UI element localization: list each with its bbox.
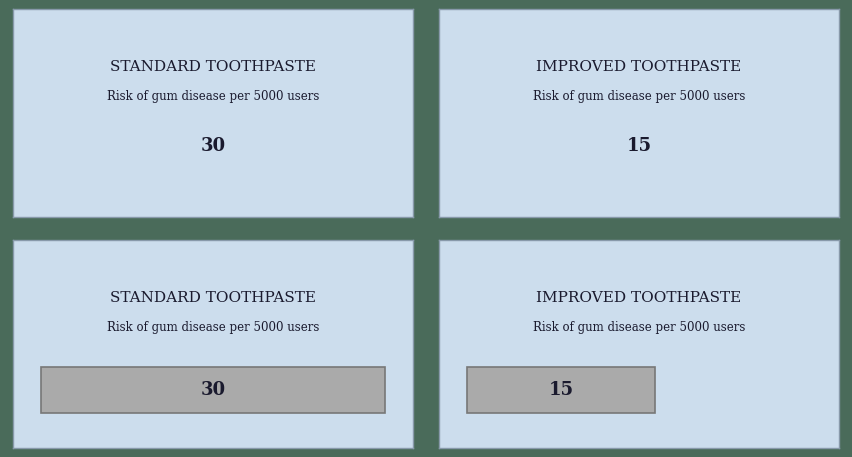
Text: Risk of gum disease per 5000 users: Risk of gum disease per 5000 users bbox=[106, 90, 320, 103]
Text: Risk of gum disease per 5000 users: Risk of gum disease per 5000 users bbox=[532, 321, 746, 334]
Text: 15: 15 bbox=[549, 381, 573, 399]
Text: 30: 30 bbox=[200, 138, 226, 155]
Text: Risk of gum disease per 5000 users: Risk of gum disease per 5000 users bbox=[106, 321, 320, 334]
Text: 30: 30 bbox=[200, 381, 226, 399]
Text: IMPROVED TOOTHPASTE: IMPROVED TOOTHPASTE bbox=[537, 60, 741, 74]
Bar bbox=[467, 367, 655, 413]
Text: Risk of gum disease per 5000 users: Risk of gum disease per 5000 users bbox=[532, 90, 746, 103]
Bar bbox=[41, 367, 385, 413]
Text: STANDARD TOOTHPASTE: STANDARD TOOTHPASTE bbox=[110, 291, 316, 305]
Text: STANDARD TOOTHPASTE: STANDARD TOOTHPASTE bbox=[110, 60, 316, 74]
Text: IMPROVED TOOTHPASTE: IMPROVED TOOTHPASTE bbox=[537, 291, 741, 305]
Text: 15: 15 bbox=[626, 138, 652, 155]
